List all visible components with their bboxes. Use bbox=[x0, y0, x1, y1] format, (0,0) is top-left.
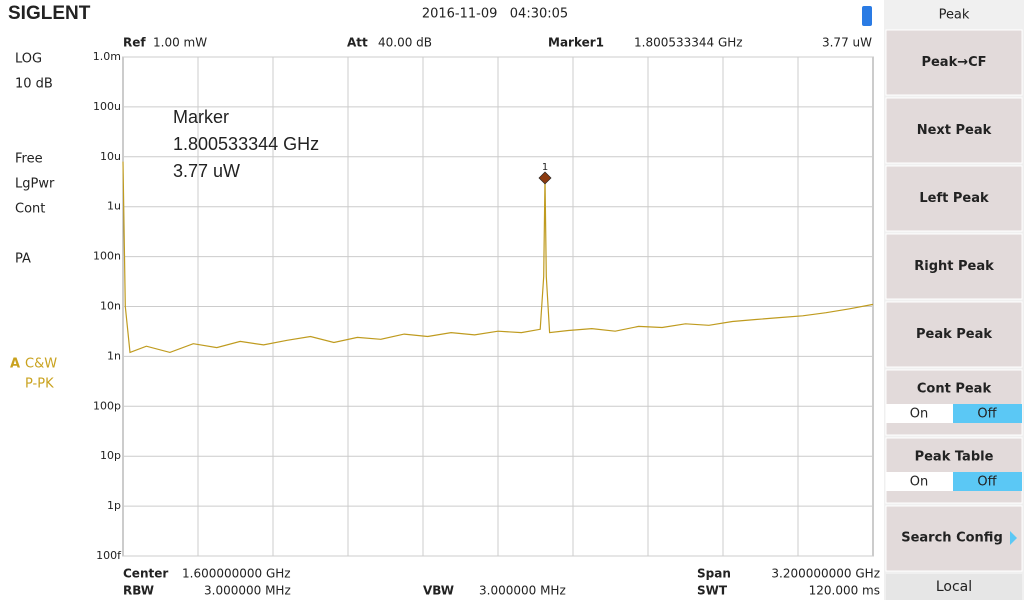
center-label: Center bbox=[123, 567, 168, 581]
left-status: 10 dB bbox=[15, 77, 53, 92]
marker bbox=[538, 171, 552, 185]
left-status: LgPwr bbox=[15, 177, 55, 192]
submenu-arrow bbox=[1010, 531, 1017, 545]
marker-info: 3.77 uW bbox=[173, 161, 240, 181]
rbw-value: 3.000000 MHz bbox=[204, 584, 291, 598]
left-status: Free bbox=[15, 152, 43, 167]
marker-freq: 1.800533344 GHz bbox=[634, 36, 743, 50]
ref-value: 1.00 mW bbox=[153, 36, 207, 50]
softkey[interactable] bbox=[885, 29, 1023, 96]
y-tick-label: 100n bbox=[93, 250, 121, 263]
softkey-label: Peak Peak bbox=[916, 327, 992, 342]
toggle-off[interactable] bbox=[953, 472, 1022, 491]
marker-amp: 3.77 uW bbox=[822, 36, 872, 50]
span-label: Span bbox=[697, 567, 731, 581]
rbw-label: RBW bbox=[123, 584, 154, 598]
vbw-value: 3.000000 MHz bbox=[479, 584, 566, 598]
marker-info: 1.800533344 GHz bbox=[173, 134, 319, 154]
att-label: Att bbox=[347, 36, 368, 50]
softkey[interactable] bbox=[885, 97, 1023, 164]
vbw-label: VBW bbox=[423, 584, 454, 598]
y-tick-label: 10n bbox=[100, 300, 121, 313]
softkey-label: Left Peak bbox=[919, 191, 989, 206]
y-tick-label: 100f bbox=[96, 549, 122, 562]
y-tick-label: 10u bbox=[100, 150, 121, 163]
att-value: 40.00 dB bbox=[378, 36, 432, 50]
y-tick-label: 1n bbox=[107, 349, 121, 362]
center-value: 1.600000000 GHz bbox=[182, 567, 291, 581]
y-tick-label: 1p bbox=[107, 499, 121, 512]
toggle-on[interactable] bbox=[886, 404, 953, 423]
toggle-on-label: On bbox=[910, 407, 928, 422]
trace-mode: C&W bbox=[25, 357, 57, 372]
ref-label: Ref bbox=[123, 36, 146, 50]
left-status: LOG bbox=[15, 52, 42, 67]
swt-label: SWT bbox=[697, 584, 728, 598]
softkey[interactable] bbox=[885, 505, 1023, 572]
trace-label: A bbox=[10, 357, 20, 372]
softkey[interactable] bbox=[885, 233, 1023, 300]
softkey[interactable] bbox=[885, 165, 1023, 232]
datetime: 2016-11-09 04:30:05 bbox=[422, 7, 568, 22]
softkey-label: Search Config bbox=[901, 531, 1003, 546]
softkey-label: Next Peak bbox=[917, 123, 992, 138]
local-bar[interactable] bbox=[886, 574, 1022, 600]
y-tick-label: 1u bbox=[107, 200, 121, 213]
softkey-label: Right Peak bbox=[914, 259, 994, 274]
local-label: Local bbox=[936, 579, 972, 595]
usb-icon bbox=[862, 6, 872, 26]
marker-number: 1 bbox=[542, 162, 548, 173]
softkey-label: Peak→CF bbox=[921, 55, 986, 70]
softkey[interactable] bbox=[885, 437, 1023, 504]
toggle-off-label: Off bbox=[977, 407, 997, 422]
trace-mode: P-PK bbox=[25, 377, 54, 392]
y-tick-label: 100p bbox=[93, 399, 121, 412]
toggle-off[interactable] bbox=[953, 404, 1022, 423]
toggle-on-label: On bbox=[910, 475, 928, 490]
brand: SIGLENT bbox=[8, 3, 91, 24]
y-tick-label: 1.0m bbox=[93, 50, 121, 63]
softkey-label: Cont Peak bbox=[917, 382, 992, 397]
softkey[interactable] bbox=[885, 369, 1023, 436]
left-status: PA bbox=[15, 252, 31, 267]
y-tick-label: 10p bbox=[100, 449, 121, 462]
softkey-label: Peak Table bbox=[915, 450, 994, 465]
marker-label: Marker1 bbox=[548, 36, 604, 50]
toggle-off-label: Off bbox=[977, 475, 997, 490]
toggle-on[interactable] bbox=[886, 472, 953, 491]
marker-info: Marker bbox=[173, 107, 229, 127]
swt-value: 120.000 ms bbox=[809, 584, 880, 598]
y-tick-label: 100u bbox=[93, 100, 121, 113]
softkey-title: Peak bbox=[939, 8, 970, 23]
trace bbox=[122, 161, 874, 354]
softkey[interactable] bbox=[885, 301, 1023, 368]
left-status: Cont bbox=[15, 202, 45, 217]
span-value: 3.200000000 GHz bbox=[771, 567, 880, 581]
